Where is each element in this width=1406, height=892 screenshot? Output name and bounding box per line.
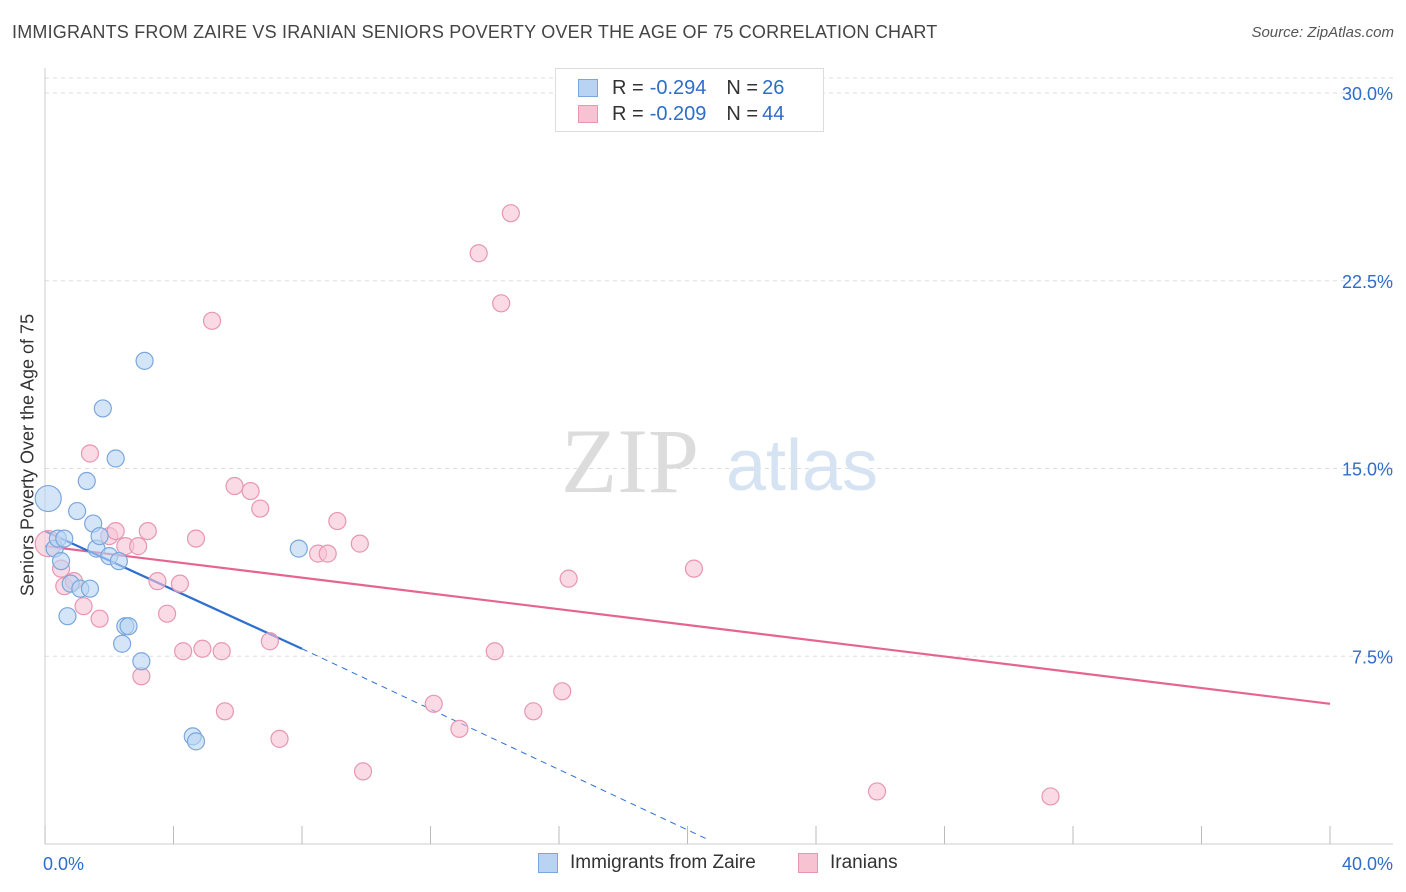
point-iranian <box>215 702 234 721</box>
point-iranian <box>129 537 148 556</box>
point-zaire <box>58 607 77 626</box>
watermark-atlas: atlas <box>726 426 878 506</box>
legend-swatch-blue <box>538 853 558 873</box>
point-zaire <box>51 552 71 571</box>
data-points <box>34 204 1060 806</box>
y-tick-label: 7.5% <box>1352 647 1393 667</box>
y-tick-label: 22.5% <box>1342 272 1393 292</box>
legend-row-zaire: R = -0.294 N = 26 <box>578 75 784 101</box>
legend-r-value: -0.294 <box>649 76 707 99</box>
series-legend: Immigrants from Zaire Iranians <box>0 852 1406 878</box>
point-iranian <box>74 597 93 616</box>
point-iranian <box>251 499 270 518</box>
point-zaire <box>80 579 100 598</box>
point-zaire <box>112 634 132 653</box>
point-zaire <box>119 617 138 636</box>
legend-swatch-pink <box>578 105 598 123</box>
legend-swatch-blue <box>578 79 598 97</box>
legend-swatch-pink <box>798 853 818 873</box>
point-iranian <box>138 521 157 541</box>
point-zaire <box>77 471 96 491</box>
point-iranian <box>350 534 369 553</box>
point-iranian <box>867 782 887 801</box>
point-iranian <box>492 294 511 313</box>
legend-r-value: -0.209 <box>649 102 707 125</box>
point-iranian <box>225 476 244 496</box>
grid-lines <box>45 77 1393 657</box>
point-iranian <box>485 642 504 661</box>
point-iranian <box>202 311 222 330</box>
point-zaire <box>90 526 109 546</box>
trend-lines <box>44 530 1331 840</box>
point-iranian <box>1041 787 1060 806</box>
point-zaire <box>132 652 151 671</box>
y-tick-label: 15.0% <box>1342 460 1393 480</box>
legend-label-zaire: Immigrants from Zaire <box>570 852 756 873</box>
legend-n-label: N = <box>726 102 759 125</box>
point-iranian <box>148 572 167 591</box>
point-zaire <box>135 351 154 370</box>
tick-labels: 7.5% 15.0% 22.5% 30.0% 0.0% 40.0% <box>43 84 1393 874</box>
point-iranian <box>328 511 347 531</box>
x-tick-label: 40.0% <box>1342 854 1393 874</box>
point-iranian <box>353 762 373 781</box>
point-iranian <box>684 559 704 578</box>
point-iranian <box>501 204 520 223</box>
point-iranian <box>260 632 279 651</box>
point-iranian <box>193 639 212 658</box>
legend-n-label: N = <box>726 76 759 99</box>
legend-item-zaire[interactable]: Immigrants from Zaire <box>538 852 756 874</box>
legend-row-iranians: R = -0.209 N = 44 <box>578 101 784 127</box>
legend-item-iranians[interactable]: Iranians <box>798 852 898 874</box>
point-zaire <box>186 732 206 751</box>
point-zaire <box>289 539 308 558</box>
x-tick-label: 0.0% <box>43 854 84 874</box>
watermark-zip: ZIP <box>561 410 699 512</box>
point-iranian <box>174 642 193 661</box>
legend-r-label: R = <box>612 102 644 125</box>
point-iranian <box>524 702 543 721</box>
legend-n-value: 44 <box>762 102 785 125</box>
point-zaire <box>109 552 128 571</box>
stats-legend: R = -0.294 N = 26 R = -0.209 N = 44 <box>555 68 824 132</box>
point-iranian <box>170 574 190 593</box>
point-zaire <box>34 484 62 513</box>
legend-label-iranians: Iranians <box>830 852 898 873</box>
source-label: Source: ZipAtlas.com <box>1251 24 1394 41</box>
trend-line-zaire-extrapolated <box>301 648 707 840</box>
point-iranian <box>270 729 289 748</box>
point-zaire <box>55 529 74 548</box>
point-iranian <box>106 521 125 541</box>
legend-n-value: 26 <box>762 76 785 99</box>
point-iranian <box>424 694 443 713</box>
point-iranian <box>559 569 578 588</box>
point-iranian <box>186 529 206 548</box>
legend-r-label: R = <box>612 76 644 99</box>
chart-title: IMMIGRANTS FROM ZAIRE VS IRANIAN SENIORS… <box>12 22 938 42</box>
point-iranian <box>553 682 572 701</box>
trend-line-iranians <box>44 545 1331 705</box>
axes <box>44 68 1393 845</box>
point-iranian <box>157 604 177 623</box>
point-iranian <box>80 444 100 463</box>
y-tick-label: 30.0% <box>1342 84 1393 104</box>
point-iranian <box>241 481 260 501</box>
point-iranian <box>90 609 109 628</box>
point-iranian <box>450 719 469 738</box>
y-axis-title: Seniors Poverty Over the Age of 75 <box>17 313 38 597</box>
point-iranian <box>212 642 231 661</box>
point-iranian <box>469 244 488 263</box>
point-zaire <box>68 501 87 521</box>
point-zaire <box>93 399 112 418</box>
point-zaire <box>106 449 125 468</box>
point-iranian <box>318 544 337 563</box>
